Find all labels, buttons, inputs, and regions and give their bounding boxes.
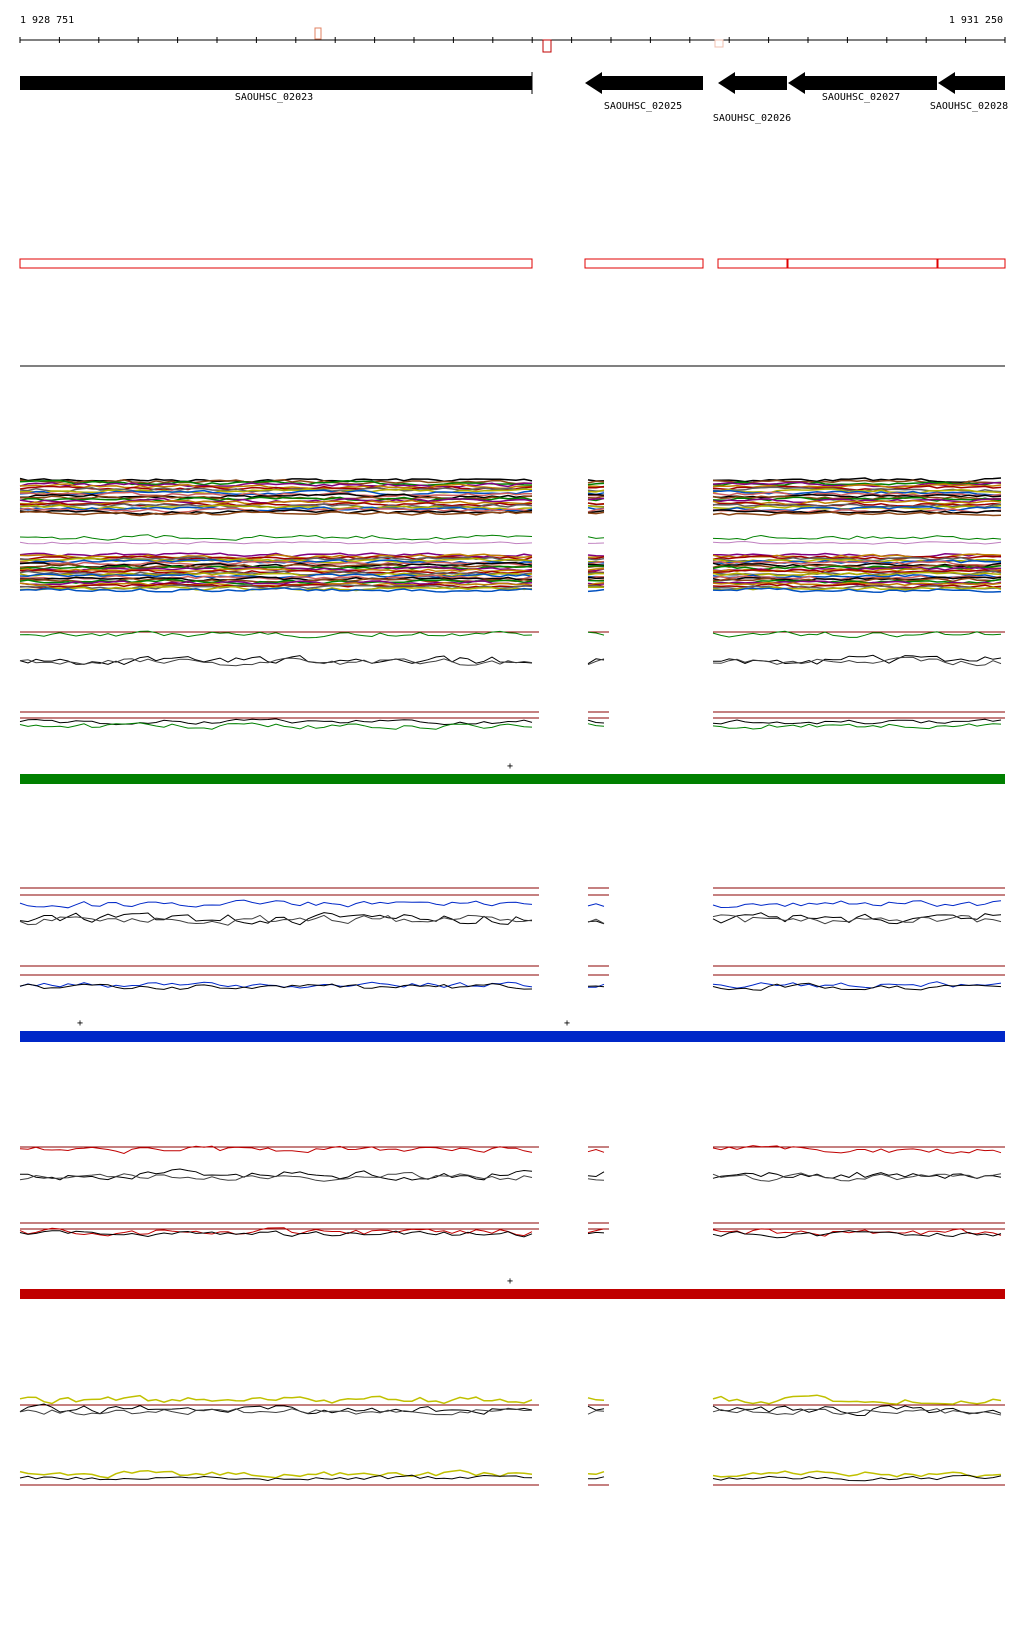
track-line xyxy=(588,720,604,723)
track-line xyxy=(713,982,1001,988)
track-line xyxy=(588,537,604,539)
marker: + xyxy=(564,1018,570,1029)
track-line xyxy=(588,503,604,504)
marker: + xyxy=(507,761,513,772)
track-line xyxy=(713,1395,1001,1404)
gene-label: SAOUHSC_02023 xyxy=(235,92,313,103)
track-line xyxy=(713,1475,1001,1481)
gene-outline xyxy=(20,259,532,268)
track-line xyxy=(588,1477,604,1479)
track-line xyxy=(588,1472,604,1475)
gene-outline xyxy=(718,259,787,268)
feature-mark xyxy=(315,28,321,39)
track-line xyxy=(588,1411,604,1415)
track-line xyxy=(588,590,604,592)
track-line xyxy=(20,900,532,908)
track-line xyxy=(588,1398,604,1400)
track-line xyxy=(588,496,604,498)
tracks xyxy=(20,478,1005,1485)
track-line xyxy=(713,1406,1001,1416)
track-line xyxy=(713,1409,1001,1415)
track-line xyxy=(20,535,532,541)
feature-mark xyxy=(715,40,723,47)
gene-outline xyxy=(788,259,937,268)
track-line xyxy=(588,1150,604,1153)
track-line xyxy=(588,574,604,575)
track-line xyxy=(588,483,604,484)
gene-label: SAOUHSC_02028 xyxy=(930,101,1008,112)
track-line xyxy=(713,1231,1001,1238)
track-line xyxy=(20,913,532,925)
track-line xyxy=(20,1396,532,1404)
track-line xyxy=(713,901,1001,908)
strand-bar xyxy=(20,1031,1005,1042)
track-line xyxy=(588,724,604,727)
gene-arrow[interactable] xyxy=(938,72,1005,94)
gene-outlines xyxy=(20,259,1005,268)
ruler-start: 1 928 751 xyxy=(20,15,74,26)
gene-arrow[interactable] xyxy=(788,72,937,94)
marker: + xyxy=(77,1018,83,1029)
marker: + xyxy=(507,1276,513,1287)
track-line xyxy=(588,495,604,496)
track-line xyxy=(588,632,604,635)
track-line xyxy=(713,536,1001,540)
track-line xyxy=(588,1406,604,1410)
track-line xyxy=(713,915,1001,924)
track-line xyxy=(588,481,604,483)
gene-arrow[interactable] xyxy=(585,72,703,94)
gene-outline xyxy=(938,259,1005,268)
strand-bar xyxy=(20,1289,1005,1299)
track-line xyxy=(20,1470,532,1478)
track-line xyxy=(713,719,1001,724)
track-line xyxy=(20,723,532,729)
ruler-end: 1 931 250 xyxy=(949,15,1003,26)
track-line xyxy=(713,724,1001,729)
track-line xyxy=(713,657,1001,665)
track-line xyxy=(20,1408,532,1415)
track-line xyxy=(588,566,604,567)
gene-bar[interactable] xyxy=(20,76,532,90)
track-line xyxy=(588,1232,604,1233)
track-line xyxy=(588,555,604,556)
track-line xyxy=(588,512,604,513)
strand-bar xyxy=(20,774,1005,784)
feature-mark xyxy=(543,40,551,52)
gene-label: SAOUHSC_02025 xyxy=(604,101,682,112)
gene-arrow[interactable] xyxy=(718,72,787,94)
track-line xyxy=(713,542,1001,545)
gene-outline xyxy=(585,259,703,268)
track-line xyxy=(588,904,604,907)
track-line xyxy=(588,1179,604,1181)
track-line xyxy=(20,542,532,544)
track-line xyxy=(588,986,604,987)
gene-label: SAOUHSC_02027 xyxy=(822,92,900,103)
gene-label: SAOUHSC_02026 xyxy=(713,113,791,124)
track-line xyxy=(588,1172,604,1177)
track-line xyxy=(20,1231,532,1237)
